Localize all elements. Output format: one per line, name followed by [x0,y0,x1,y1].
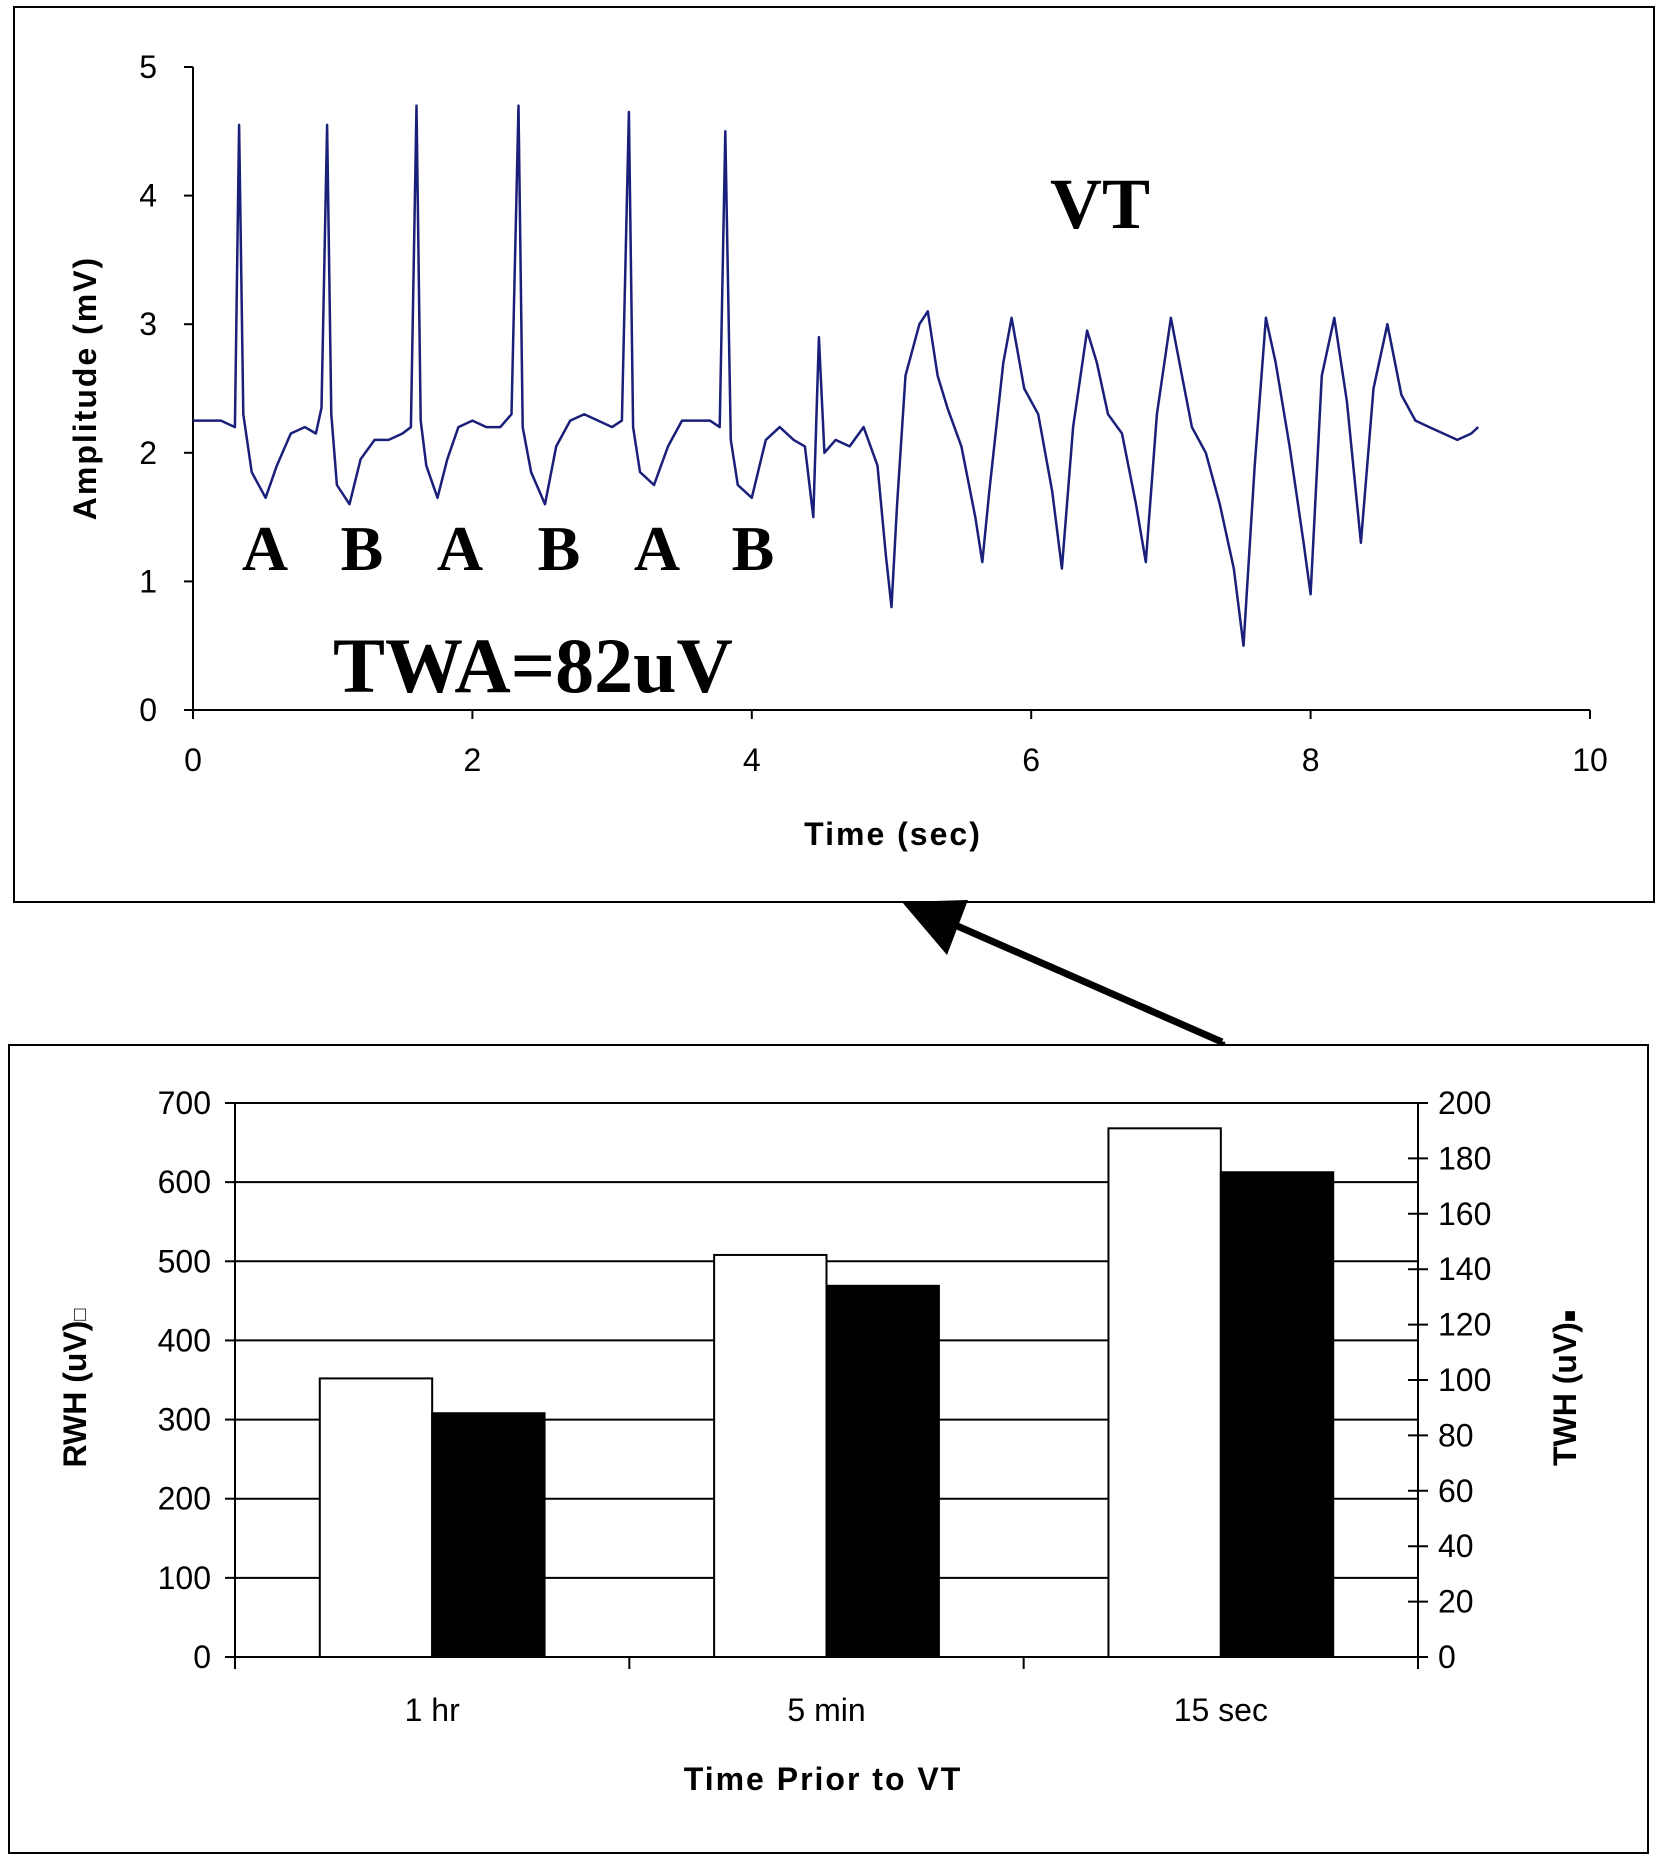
ecg-ticks: 0 2 4 6 8 10 0 1 2 3 4 5 [139,49,1608,778]
ecg-x-tick-label: 0 [184,742,202,778]
bar-right-tick-label: 60 [1438,1473,1474,1509]
arrow-shaft [953,921,1224,1046]
ecg-trace [193,104,1480,647]
bar-axes [225,1102,1428,1669]
beat-label: B [341,513,384,584]
bar-left-tick-label: 0 [193,1639,211,1675]
ecg-y-tick-label: 3 [139,306,157,342]
ecg-y-tick-label: 2 [139,435,157,471]
rwh-bar [713,1253,828,1659]
bar-right-tick-label: 100 [1438,1362,1491,1398]
rwh-bar [318,1377,434,1658]
ecg-x-tick-label: 10 [1572,742,1608,778]
beat-label: A [634,513,680,584]
ecg-x-axis-title: Time (sec) [804,816,982,852]
bar-right-tick-label: 40 [1438,1528,1474,1564]
bar-left-tick-label: 300 [158,1402,211,1438]
twa-label: TWA=82uV [333,622,733,709]
bar-left-tick-label: 200 [158,1481,211,1517]
bar-right-tick-label: 160 [1438,1196,1491,1232]
bar-left-tick-label: 100 [158,1560,211,1596]
twh-bar [825,1284,940,1658]
twh-bar [1219,1171,1335,1658]
twh-axis-title-text: TWH (uV) [1547,1322,1583,1466]
ecg-panel-frame [13,6,1655,903]
ecg-y-tick-label: 1 [139,563,157,599]
bar-left-tick-label: 700 [158,1085,211,1121]
bar-category-label: 5 min [787,1692,865,1728]
bar-panel: 0 100 200 300 400 500 600 700 0 20 40 60 80 100 120 140… [8,1044,1649,1854]
ecg-y-axis-title: Amplitude (mV) [67,256,103,520]
bar-right-tick-label: 140 [1438,1251,1491,1287]
bar-right-tick-label: 80 [1438,1417,1474,1453]
rwh-axis-title: RWH (uV)□ [57,1308,93,1467]
ecg-y-tick-label: 4 [139,178,157,214]
twh-axis-title: TWH (uV)■ [1547,1310,1583,1466]
bar-ticks: 0 100 200 300 400 500 600 700 0 20 40 60 80 100 120 140… [158,1085,1492,1728]
bar-bars [318,1127,1335,1659]
beat-label: A [437,513,483,584]
bar-right-tick-label: 120 [1438,1307,1491,1343]
rwh-bar [1107,1127,1222,1658]
ecg-y-tick-label: 0 [139,692,157,728]
bar-right-tick-label: 20 [1438,1584,1474,1620]
beat-label: A [242,513,288,584]
ecg-y-tick-label: 5 [139,49,157,85]
arrow-head [902,900,968,955]
bar-right-tick-label: 0 [1438,1639,1456,1675]
beat-label: B [538,513,581,584]
ecg-x-tick-label: 6 [1022,742,1040,778]
ecg-x-tick-label: 2 [464,742,482,778]
ecg-x-tick-label: 8 [1302,742,1320,778]
twh-bar [431,1412,546,1658]
vt-label: VT [1050,164,1150,244]
bar-x-axis-title: Time Prior to VT [684,1761,963,1797]
ecg-axes [184,66,1591,719]
rwh-legend-marker: □ [69,1308,91,1320]
rwh-axis-title-text: RWH (uV) [57,1321,93,1468]
bar-right-tick-label: 180 [1438,1140,1491,1176]
bar-right-tick-label: 200 [1438,1085,1491,1121]
bar-left-tick-label: 400 [158,1322,211,1358]
beat-label: B [732,513,775,584]
bar-category-label: 1 hr [405,1692,460,1728]
bar-left-tick-label: 500 [158,1243,211,1279]
bar-left-tick-label: 600 [158,1164,211,1200]
ecg-x-tick-label: 4 [743,742,761,778]
twh-legend-marker: ■ [1559,1310,1581,1322]
bar-category-label: 15 sec [1174,1692,1268,1728]
